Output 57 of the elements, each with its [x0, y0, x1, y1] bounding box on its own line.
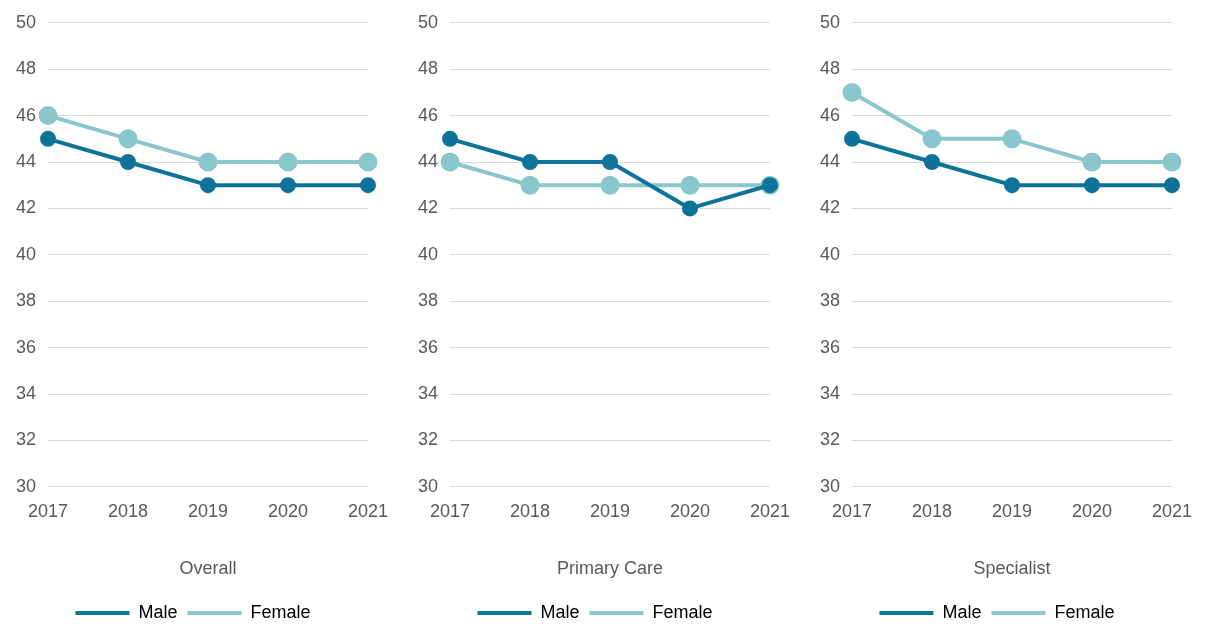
- x-tick-label: 2021: [1151, 500, 1192, 521]
- y-tick-label: 36: [15, 336, 37, 357]
- y-tick-label: 42: [819, 197, 841, 218]
- x-tick-label: 2020: [1071, 500, 1113, 521]
- y-tick-label: 34: [15, 382, 37, 403]
- y-tick-label: 32: [15, 429, 37, 450]
- x-tick-label: 2019: [187, 500, 229, 521]
- x-tick-label: 2020: [267, 500, 309, 521]
- y-tick-label: 40: [819, 243, 841, 264]
- x-tick-label: 2018: [107, 500, 149, 521]
- legend-label: Female: [652, 601, 713, 622]
- y-tick-label: 34: [819, 382, 841, 403]
- legend-label: Female: [1054, 601, 1115, 622]
- y-tick-label: 46: [417, 104, 439, 125]
- x-tick-label: 2020: [669, 500, 711, 521]
- x-tick-label: 2018: [509, 500, 551, 521]
- legend-label: Male: [942, 601, 982, 622]
- x-axis-title: Overall: [179, 558, 237, 579]
- y-tick-label: 46: [819, 104, 841, 125]
- y-tick-label: 38: [15, 290, 37, 311]
- x-tick-label: 2019: [991, 500, 1033, 521]
- y-tick-label: 40: [15, 243, 37, 264]
- y-tick-label: 42: [15, 197, 37, 218]
- y-tick-label: 36: [417, 336, 439, 357]
- y-tick-label: 50: [417, 11, 439, 32]
- x-tick-label: 2019: [589, 500, 631, 521]
- y-tick-label: 48: [819, 58, 841, 79]
- y-tick-label: 42: [417, 197, 439, 218]
- y-tick-label: 48: [417, 58, 439, 79]
- x-tick-label: 2021: [749, 500, 790, 521]
- y-tick-label: 30: [417, 475, 439, 496]
- y-tick-label: 50: [819, 11, 841, 32]
- y-tick-label: 30: [15, 475, 37, 496]
- x-tick-label: 2018: [911, 500, 953, 521]
- y-tick-label: 32: [819, 429, 841, 450]
- legend-label: Male: [138, 601, 178, 622]
- y-tick-label: 44: [819, 150, 841, 171]
- y-tick-label: 48: [15, 58, 37, 79]
- y-tick-label: 36: [819, 336, 841, 357]
- y-tick-label: 38: [417, 290, 439, 311]
- y-tick-label: 46: [15, 104, 37, 125]
- y-tick-label: 44: [417, 150, 439, 171]
- x-axis-title: Specialist: [973, 558, 1051, 579]
- y-tick-label: 50: [15, 11, 37, 32]
- y-tick-label: 38: [819, 290, 841, 311]
- legend-label: Female: [250, 601, 311, 622]
- x-tick-label: 2017: [430, 500, 471, 521]
- y-tick-label: 30: [819, 475, 841, 496]
- x-tick-label: 2021: [347, 500, 388, 521]
- legend-label: Male: [540, 601, 580, 622]
- x-tick-label: 2017: [832, 500, 873, 521]
- x-axis-title: Primary Care: [556, 558, 664, 579]
- y-tick-label: 32: [417, 429, 439, 450]
- x-tick-label: 2017: [28, 500, 69, 521]
- y-tick-label: 40: [417, 243, 439, 264]
- y-tick-label: 34: [417, 382, 439, 403]
- y-tick-label: 44: [15, 150, 37, 171]
